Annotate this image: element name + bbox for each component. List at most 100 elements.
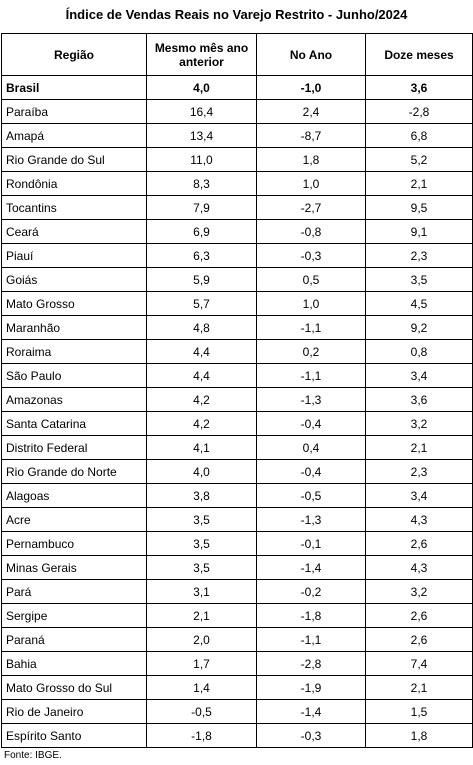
table-row: Sergipe 2,1 -1,8 2,6 — [1, 603, 473, 628]
sales-table: Região Mesmo mês ano anterior No Ano Doze m… — [1, 33, 473, 748]
value-cell: 1,4 — [146, 675, 257, 700]
value-cell: 6,9 — [146, 219, 257, 244]
table-row: Rio de Janeiro -0,5 -1,4 1,5 — [1, 699, 473, 724]
value-cell: -0,8 — [256, 219, 366, 244]
value-cell: -2,7 — [256, 195, 366, 220]
table-row: Paraíba 16,4 2,4 -2,8 — [1, 99, 473, 124]
region-cell: Maranhão — [1, 315, 147, 340]
table-row: Pernambuco 3,5 -0,1 2,6 — [1, 531, 473, 556]
value-cell: 0,2 — [256, 339, 366, 364]
value-cell: 11,0 — [146, 147, 257, 172]
table-row: Alagoas 3,8 -0,5 3,4 — [1, 483, 473, 508]
value-cell: 6,3 — [146, 243, 257, 268]
table-row: Maranhão 4,8 -1,1 9,2 — [1, 315, 473, 340]
region-cell: Pernambuco — [1, 531, 147, 556]
column-header: No Ano — [256, 33, 366, 76]
value-cell: 0,4 — [256, 435, 366, 460]
value-cell: 2,6 — [365, 531, 473, 556]
value-cell: 4,4 — [146, 339, 257, 364]
value-cell: 9,1 — [365, 219, 473, 244]
value-cell: 1,0 — [256, 291, 366, 316]
value-cell: 4,5 — [365, 291, 473, 316]
title: Índice de Vendas Reais no Varejo Restrit… — [65, 7, 408, 22]
value-cell: 1,7 — [146, 651, 257, 676]
region-cell: Rio Grande do Norte — [1, 459, 147, 484]
table-row: Tocantins 7,9 -2,7 9,5 — [1, 195, 473, 220]
value-cell: -0,2 — [256, 579, 366, 604]
value-cell: 7,4 — [365, 651, 473, 676]
table-row: Acre 3,5 -1,3 4,3 — [1, 507, 473, 532]
value-cell: 0,8 — [365, 339, 473, 364]
value-cell: -1,1 — [256, 363, 366, 388]
value-cell: -0,4 — [256, 411, 366, 436]
value-cell: 2,1 — [146, 603, 257, 628]
region-cell: Piauí — [1, 243, 147, 268]
table-body: Brasil 4,0 -1,0 3,6 Paraíba 16,4 2,4 -2,8 Amapá 1… — [1, 75, 473, 748]
region-cell: Roraima — [1, 339, 147, 364]
value-cell: -1,3 — [256, 387, 366, 412]
value-cell: 2,1 — [365, 435, 473, 460]
value-cell: 1,5 — [365, 699, 473, 724]
region-cell: Alagoas — [1, 483, 147, 508]
value-cell: 3,5 — [146, 531, 257, 556]
value-cell: 9,2 — [365, 315, 473, 340]
table-row: Roraima 4,4 0,2 0,8 — [1, 339, 473, 364]
region-cell: Distrito Federal — [1, 435, 147, 460]
table-row: Goiás 5,9 0,5 3,5 — [1, 267, 473, 292]
value-cell: 2,6 — [365, 627, 473, 652]
value-cell: 2,3 — [365, 459, 473, 484]
region-cell: Acre — [1, 507, 147, 532]
value-cell: 4,8 — [146, 315, 257, 340]
value-cell: 5,2 — [365, 147, 473, 172]
region-cell: Tocantins — [1, 195, 147, 220]
table-row: São Paulo 4,4 -1,1 3,4 — [1, 363, 473, 388]
region-cell: Brasil — [1, 75, 147, 100]
table-row: Bahia 1,7 -2,8 7,4 — [1, 651, 473, 676]
value-cell: 6,8 — [365, 123, 473, 148]
table-row: Espírito Santo -1,8 -0,3 1,8 — [1, 723, 473, 748]
value-cell: -1,3 — [256, 507, 366, 532]
value-cell: 3,6 — [365, 387, 473, 412]
region-cell: Mato Grosso do Sul — [1, 675, 147, 700]
value-cell: -0,5 — [146, 699, 257, 724]
region-cell: Paraíba — [1, 99, 147, 124]
region-cell: Paraná — [1, 627, 147, 652]
region-cell: Sergipe — [1, 603, 147, 628]
value-cell: 9,5 — [365, 195, 473, 220]
value-cell: -0,3 — [256, 243, 366, 268]
region-cell: Amazonas — [1, 387, 147, 412]
value-cell: 3,5 — [146, 555, 257, 580]
value-cell: 13,4 — [146, 123, 257, 148]
value-cell: 3,8 — [146, 483, 257, 508]
table-row: Piauí 6,3 -0,3 2,3 — [1, 243, 473, 268]
header-row: Região Mesmo mês ano anterior No Ano Doze m… — [1, 33, 473, 76]
value-cell: -0,3 — [256, 723, 366, 748]
table-row: Paraná 2,0 -1,1 2,6 — [1, 627, 473, 652]
region-cell: Minas Gerais — [1, 555, 147, 580]
value-cell: 1,8 — [256, 147, 366, 172]
value-cell: 4,4 — [146, 363, 257, 388]
value-cell: 2,6 — [365, 603, 473, 628]
table-row: Rio Grande do Norte 4,0 -0,4 2,3 — [1, 459, 473, 484]
value-cell: 16,4 — [146, 99, 257, 124]
table-row: Santa Catarina 4,2 -0,4 3,2 — [1, 411, 473, 436]
value-cell: -2,8 — [256, 651, 366, 676]
table-row: Amapá 13,4 -8,7 6,8 — [1, 123, 473, 148]
value-cell: -1,0 — [256, 75, 366, 100]
table-row: Distrito Federal 4,1 0,4 2,1 — [1, 435, 473, 460]
value-cell: 3,2 — [365, 411, 473, 436]
value-cell: 2,0 — [146, 627, 257, 652]
value-cell: 5,9 — [146, 267, 257, 292]
table-row: Rondônia 8,3 1,0 2,1 — [1, 171, 473, 196]
value-cell: -2,8 — [365, 99, 473, 124]
table-row: Amazonas 4,2 -1,3 3,6 — [1, 387, 473, 412]
value-cell: -0,5 — [256, 483, 366, 508]
value-cell: 2,3 — [365, 243, 473, 268]
region-cell: Rio Grande do Sul — [1, 147, 147, 172]
value-cell: 3,2 — [365, 579, 473, 604]
region-cell: Ceará — [1, 219, 147, 244]
value-cell: 4,3 — [365, 555, 473, 580]
table-row: Brasil 4,0 -1,0 3,6 — [1, 75, 473, 100]
value-cell: 4,3 — [365, 507, 473, 532]
region-cell: Rondônia — [1, 171, 147, 196]
